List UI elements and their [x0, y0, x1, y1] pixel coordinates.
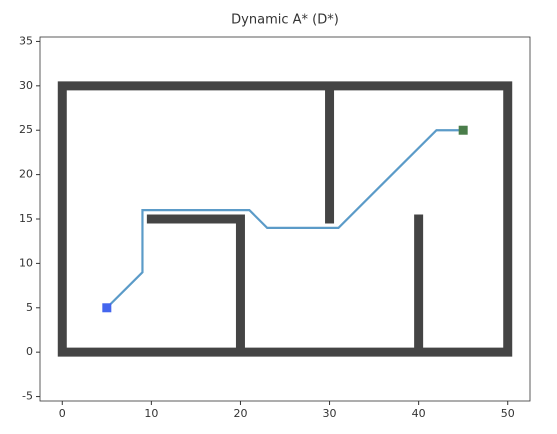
- y-tick-label: 25: [19, 123, 33, 136]
- y-tick-label: 15: [19, 212, 33, 225]
- obstacle: [57, 81, 513, 357]
- y-tick-label: 10: [19, 256, 33, 269]
- y-tick-label: 0: [26, 345, 33, 358]
- x-tick-label: 30: [323, 407, 337, 420]
- y-tick-label: 5: [26, 301, 33, 314]
- y-tick-label: 30: [19, 79, 33, 92]
- plot-frame: [39, 36, 531, 402]
- x-tick-label: 0: [59, 407, 66, 420]
- y-tick-label: 20: [19, 168, 33, 181]
- start-marker: [102, 303, 112, 313]
- y-tick-label: -5: [22, 390, 33, 403]
- goal-marker: [458, 125, 468, 135]
- path-line: [106, 129, 464, 309]
- x-tick-label: 10: [144, 407, 158, 420]
- x-tick-label: 40: [412, 407, 426, 420]
- x-tick-label: 20: [233, 407, 247, 420]
- x-tick-label: 50: [501, 407, 515, 420]
- chart-title: Dynamic A* (D*): [231, 13, 339, 28]
- y-tick-label: 35: [19, 34, 33, 47]
